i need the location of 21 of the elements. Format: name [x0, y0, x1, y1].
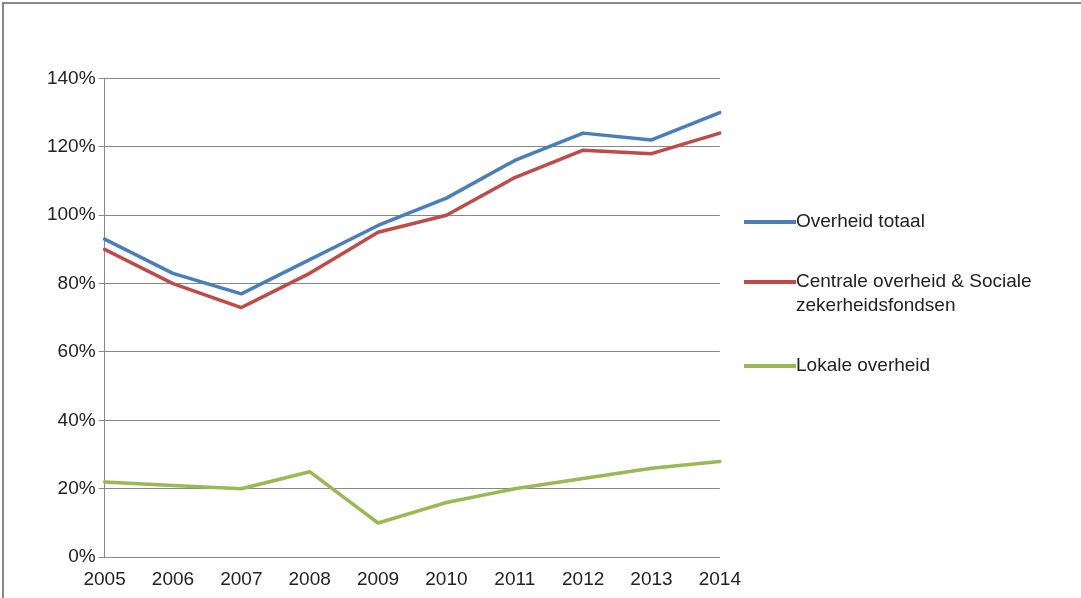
x-tick-label: 2006 [151, 567, 195, 589]
y-tick-label: 120% [46, 135, 96, 157]
x-tick-label: 2014 [698, 567, 742, 589]
x-tick-label: 2010 [425, 567, 468, 589]
x-tick-label: 2008 [288, 567, 331, 589]
x-tick-label: 2007 [220, 567, 263, 589]
legend-label: Centrale overheid & Sociale zekerheidsfondsen [796, 269, 1033, 317]
y-tick-label: 20% [57, 477, 96, 499]
y-tick-label: 40% [57, 408, 96, 430]
x-tick-label: 2011 [494, 567, 536, 589]
legend-label: Overheid totaal [796, 209, 925, 233]
y-tick-label: 0% [68, 545, 96, 567]
y-tick-label: 140% [46, 66, 96, 88]
y-tick-label: 100% [46, 203, 96, 225]
x-tick-label: 2013 [630, 567, 673, 589]
y-tick-label: 80% [57, 271, 96, 293]
x-tick-label: 2009 [356, 567, 400, 589]
legend-label: Lokale overheid [796, 353, 931, 377]
x-tick-label: 2012 [562, 567, 605, 589]
y-tick-label: 60% [57, 340, 96, 362]
x-tick-label: 2005 [83, 567, 126, 589]
